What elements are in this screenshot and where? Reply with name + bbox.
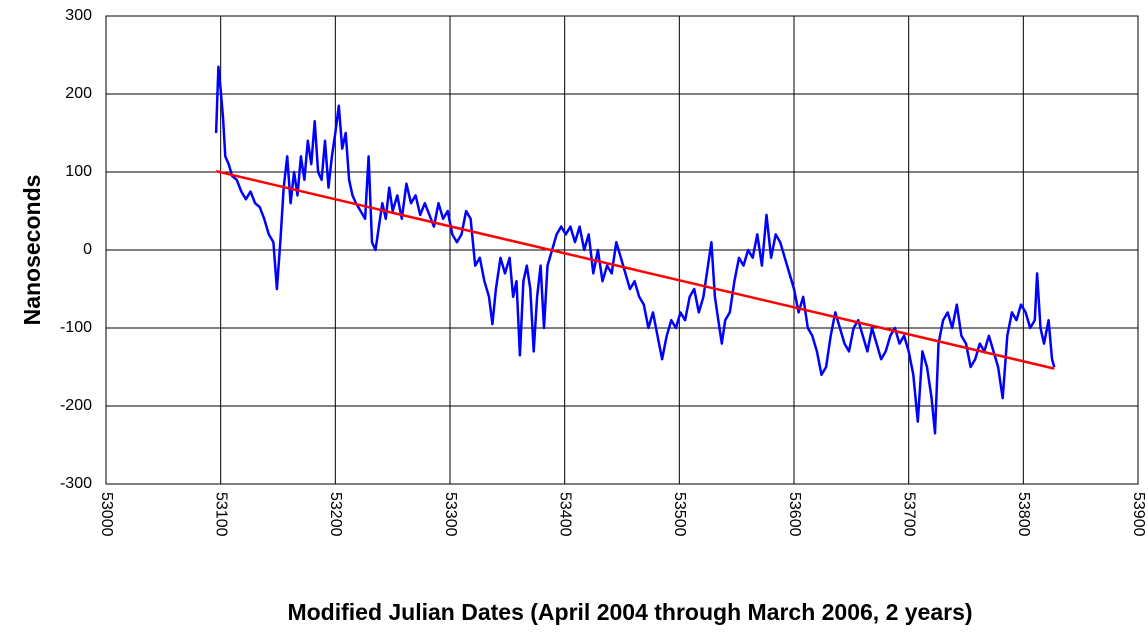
x-tick-label: 53300 bbox=[442, 492, 459, 537]
x-tick-label: 53600 bbox=[786, 492, 803, 537]
x-tick-label: 53100 bbox=[212, 492, 229, 537]
x-tick-label: 53000 bbox=[98, 492, 115, 537]
x-tick-label: 53400 bbox=[556, 492, 573, 537]
x-tick-label: 53200 bbox=[327, 492, 344, 537]
y-tick-label: -100 bbox=[60, 319, 92, 336]
x-tick-label: 53800 bbox=[1015, 492, 1032, 537]
x-axis-title: Modified Julian Dates (April 2004 throug… bbox=[287, 599, 972, 625]
x-tick-label: 53500 bbox=[671, 492, 688, 537]
data-line bbox=[214, 65, 1056, 435]
y-tick-label: -300 bbox=[60, 475, 92, 492]
y-tick-label: 0 bbox=[83, 241, 92, 258]
y-tick-label: -200 bbox=[60, 397, 92, 414]
x-tick-label: 53900 bbox=[1130, 492, 1147, 537]
y-tick-label: 200 bbox=[65, 85, 92, 102]
y-tick-label: 300 bbox=[65, 7, 92, 24]
x-tick-label: 53700 bbox=[900, 492, 917, 537]
data-line bbox=[215, 169, 1055, 370]
y-axis-title: Nanoseconds bbox=[19, 175, 45, 326]
y-tick-label: 100 bbox=[65, 163, 92, 180]
